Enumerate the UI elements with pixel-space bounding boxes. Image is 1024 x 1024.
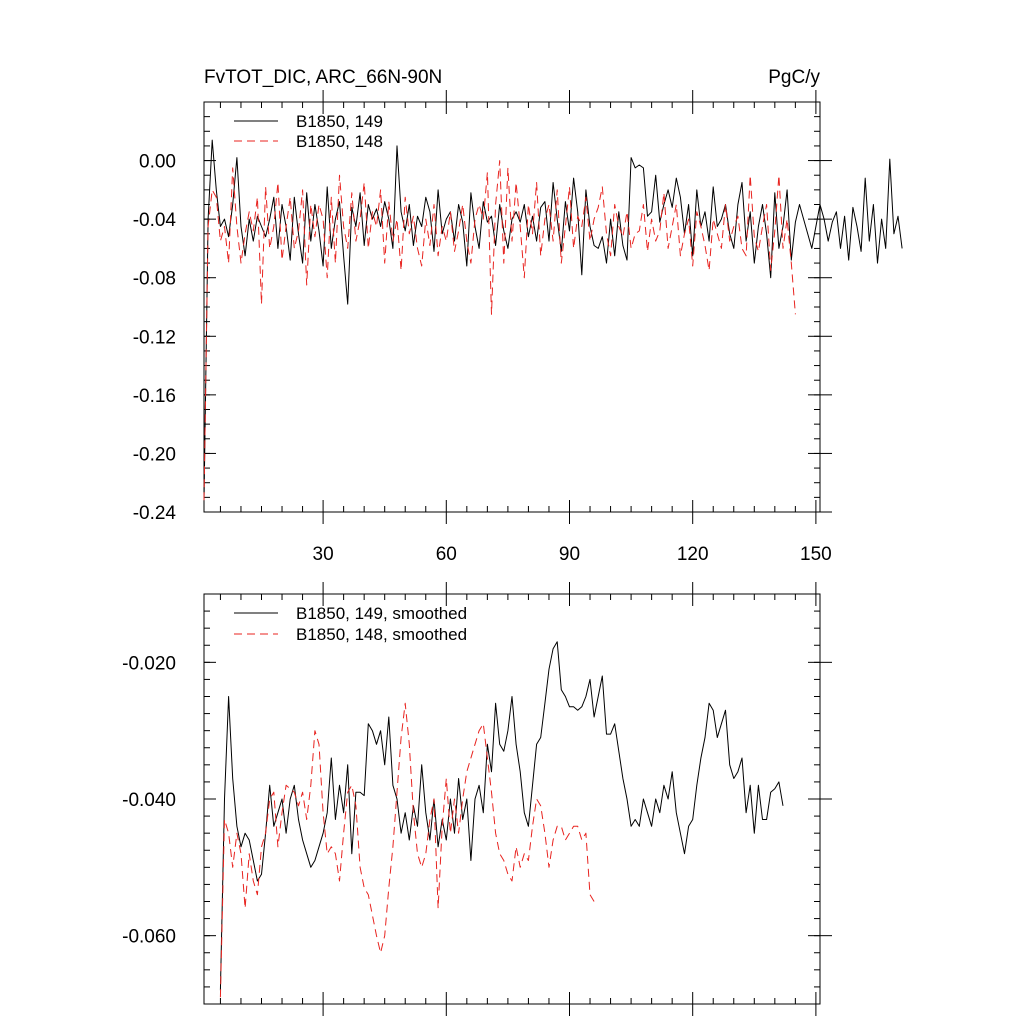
top-series-group — [203, 139, 903, 502]
bottom-series-line-1 — [219, 702, 595, 998]
x-tick-label: 60 — [436, 544, 457, 565]
x-tick-label: 90 — [559, 544, 580, 565]
bottom-legend: B1850, 149, smoothed B1850, 148, smoothe… — [234, 604, 467, 644]
y-tick-label: -0.04 — [133, 210, 177, 231]
y-tick-label: -0.040 — [122, 790, 176, 811]
x-tick-label: 120 — [677, 544, 709, 565]
y-tick-label: -0.020 — [122, 653, 176, 674]
y-tick-label: -0.16 — [133, 386, 176, 407]
top-legend: B1850, 149 B1850, 148 — [234, 112, 383, 151]
x-tick-label: 150 — [800, 544, 832, 565]
y-tick-label: -0.12 — [133, 327, 176, 348]
top-axis-ticks: 30 60 90 120 150 0.00 -0.04 -0.08 -0.12 -0.16 -0.2… — [133, 90, 832, 565]
bottom-chart-panel: -0.020 -0.040 -0.060 B1850, 149, smoothed … — [122, 582, 832, 1016]
legend-label-148: B1850, 148 — [296, 132, 383, 151]
chart-title: FvTOT_DIC, ARC_66N-90N — [204, 67, 442, 88]
legend-label-149-smoothed: B1850, 149, smoothed — [296, 604, 467, 623]
legend-label-148-smoothed: B1850, 148, smoothed — [296, 625, 467, 644]
legend-label-149: B1850, 149 — [296, 112, 383, 131]
y-tick-label: -0.060 — [122, 927, 176, 948]
y-tick-label: -0.24 — [133, 503, 177, 524]
top-plot-frame — [203, 101, 821, 513]
bottom-series-group — [219, 641, 784, 998]
units-label: PgC/y — [768, 67, 820, 88]
bottom-axis-ticks: -0.020 -0.040 -0.060 — [122, 582, 832, 1016]
top-series-line-1 — [203, 160, 796, 501]
y-tick-label: 0.00 — [139, 152, 176, 173]
top-chart-panel: FvTOT_DIC, ARC_66N-90N PgC/y 30 60 90 120 15… — [133, 67, 903, 565]
bottom-series-line-0 — [219, 641, 784, 991]
y-tick-label: -0.08 — [133, 269, 176, 290]
x-tick-label: 30 — [313, 544, 334, 565]
y-tick-label: -0.20 — [133, 444, 176, 465]
top-series-line-0 — [203, 139, 903, 502]
